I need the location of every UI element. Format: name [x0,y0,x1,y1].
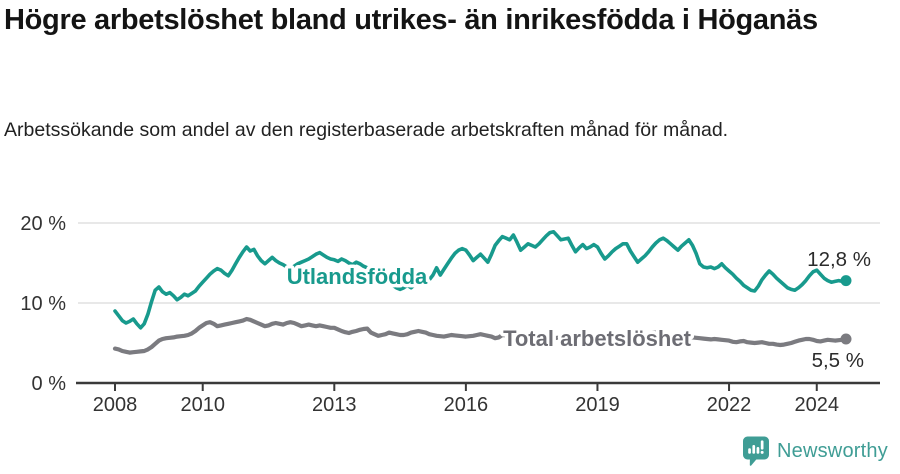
end-value-label-total-arbetsloshet: 5,5 % [812,349,864,372]
brand-footer: Newsworthy [743,436,888,466]
series-label-total-arbetsloshet: Total arbetslöshet [503,326,692,351]
series-line-total-arbetsloshet [112,316,849,355]
y-tick-label: 20 % [20,213,66,235]
y-tick-label: 0 % [32,373,67,395]
series-endpoint-utlandsfodda [840,275,852,287]
end-value-label-utlandsfodda: 12,8 % [807,248,871,271]
brand-name: Newsworthy [777,439,888,462]
series-label-utlandsfodda: Utlandsfödda [287,264,428,289]
series-endpoint-total-arbetsloshet [840,333,852,345]
y-tick-label: 10 % [20,293,66,315]
series-line-utlandsfodda [113,230,848,330]
x-tick-label: 2016 [444,394,489,416]
x-tick-label: 2022 [707,394,752,416]
chart-title: Högre arbetslöshet bland utrikes- än inr… [4,4,818,36]
chart-subtitle: Arbetssökande som andel av den registerb… [4,119,729,141]
newsworthy-logo-icon [743,436,769,466]
x-tick-label: 2024 [795,394,840,416]
x-tick-label: 2019 [575,394,620,416]
x-tick-label: 2010 [180,394,225,416]
x-tick-label: 2008 [93,394,138,416]
x-tick-label: 2013 [312,394,357,416]
